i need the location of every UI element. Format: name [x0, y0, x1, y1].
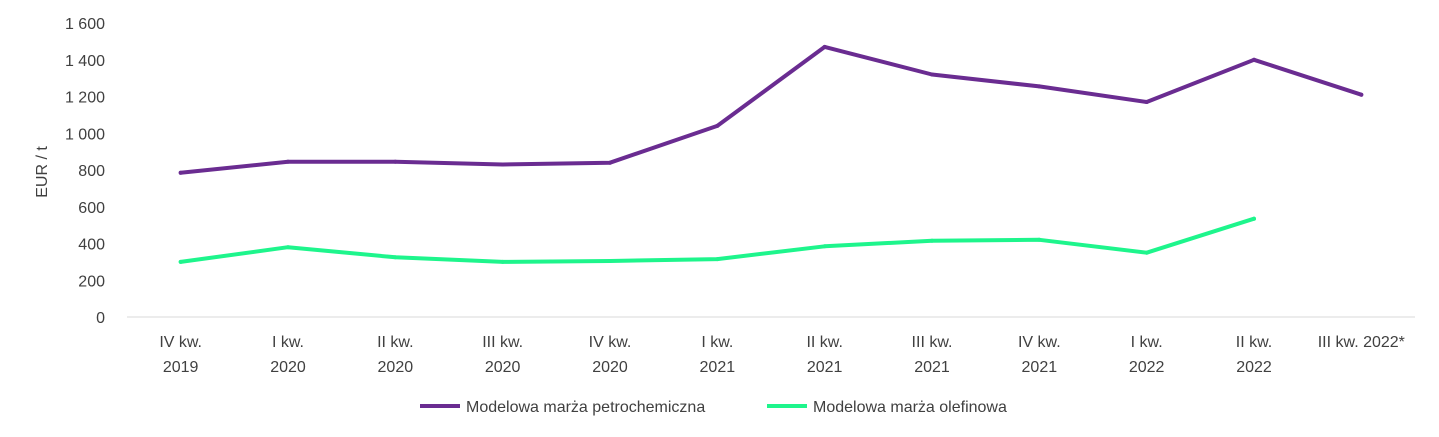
x-tick-label: IV kw.	[589, 334, 632, 351]
data-point	[822, 244, 827, 249]
x-tick-label: 2020	[378, 359, 414, 376]
series-line-1	[178, 44, 1364, 175]
y-tick-label: 1 400	[65, 53, 105, 70]
y-tick-label: 1 200	[65, 90, 105, 107]
data-point	[608, 160, 612, 165]
x-tick-label: III kw. 2022*	[1318, 334, 1405, 351]
x-tick-label: 2020	[485, 359, 521, 376]
data-point	[500, 162, 505, 167]
data-point	[286, 159, 290, 164]
x-tick-label: 2021	[700, 359, 736, 376]
x-tick-label: 2021	[807, 359, 843, 376]
series-layer	[178, 44, 1364, 264]
data-point	[178, 259, 183, 264]
x-tick-label: III kw.	[482, 334, 523, 351]
x-tick-label: 2021	[914, 359, 950, 376]
x-tick-label: 2022	[1236, 359, 1272, 376]
legend-label: Modelowa marża olefinowa	[813, 399, 1007, 416]
x-tick-label: 2019	[163, 359, 199, 376]
y-axis-title: EUR / t	[34, 146, 51, 198]
data-point	[1252, 57, 1256, 62]
y-tick-label: 200	[78, 273, 105, 290]
legend: Modelowa marża petrochemiczna Modelowa ma…	[420, 399, 1007, 416]
data-point	[608, 259, 612, 263]
data-point	[178, 170, 183, 175]
y-tick-label: 600	[78, 200, 105, 217]
x-tick-label: I kw.	[272, 334, 304, 351]
data-point	[1144, 100, 1149, 104]
data-point	[286, 245, 290, 250]
data-point	[1037, 237, 1042, 242]
x-tick-label: II kw.	[1236, 334, 1272, 351]
data-point	[822, 44, 827, 49]
y-tick-label: 0	[96, 310, 105, 327]
x-tick-label: 2020	[270, 359, 306, 376]
x-tick-label: 2020	[592, 359, 628, 376]
data-point	[715, 123, 720, 128]
data-point	[1037, 84, 1042, 89]
x-tick-label: II kw.	[377, 334, 413, 351]
data-point	[393, 159, 398, 164]
data-point	[500, 259, 505, 264]
x-tick-label: IV kw.	[1018, 334, 1061, 351]
y-tick-label: 400	[78, 237, 105, 254]
data-point	[1144, 250, 1149, 255]
x-axis-ticks: IV kw. 2019 I kw. 2020 II kw. 2020 III kw. 2020…	[159, 334, 1405, 376]
data-point	[393, 255, 398, 260]
x-tick-label: IV kw.	[159, 334, 202, 351]
data-point	[715, 257, 720, 262]
x-tick-label: I kw.	[701, 334, 733, 351]
legend-label: Modelowa marża petrochemiczna	[466, 399, 705, 416]
data-point	[930, 238, 934, 243]
data-point	[930, 72, 934, 77]
x-tick-label: II kw.	[806, 334, 842, 351]
y-tick-label: 1 000	[65, 126, 105, 143]
x-tick-label: I kw.	[1131, 334, 1163, 351]
data-point	[1359, 92, 1364, 97]
series-line-2	[178, 216, 1256, 264]
data-point	[1252, 216, 1256, 221]
y-tick-label: 800	[78, 163, 105, 180]
x-tick-label: 2022	[1129, 359, 1165, 376]
x-tick-label: 2021	[1022, 359, 1058, 376]
y-tick-label: 1 600	[65, 16, 105, 33]
y-axis-ticks: 0 200 400 600 800 1 000 1 200 1 400 1 600	[65, 16, 105, 327]
x-tick-label: III kw.	[912, 334, 953, 351]
